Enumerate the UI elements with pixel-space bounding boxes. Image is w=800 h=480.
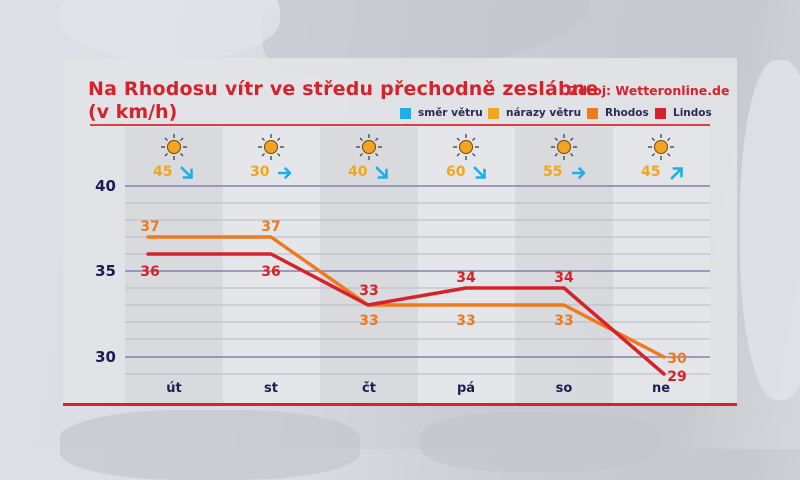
legend-item-rhodos: Rhodos xyxy=(587,107,649,119)
sun-icon xyxy=(134,134,214,164)
sun-icon xyxy=(329,134,409,164)
gust-value: 45 xyxy=(153,164,173,180)
legend-item-wind-gusts: nárazy větru xyxy=(488,107,581,119)
rhodos-value-labels: 37 37 33 33 33 30 xyxy=(140,219,687,367)
value-label: 34 xyxy=(554,270,574,286)
value-label: 37 xyxy=(140,219,159,235)
gust-value: 60 xyxy=(446,164,466,180)
line-chart: 37 37 33 33 33 30 36 36 33 34 34 29 xyxy=(125,185,710,385)
value-label: 36 xyxy=(261,264,280,280)
legend-item-wind-direction: směr větru xyxy=(400,107,483,119)
value-label: 33 xyxy=(359,283,378,299)
title-divider xyxy=(90,124,710,126)
value-label: 36 xyxy=(140,264,159,280)
bottom-divider xyxy=(63,403,737,406)
chart-title: Na Rhodosu vítr ve středu přechodně zesl… xyxy=(88,78,599,100)
sun-icon xyxy=(524,134,604,164)
arrow-right-icon xyxy=(278,167,292,179)
swatch-icon xyxy=(655,107,666,119)
value-label: 33 xyxy=(554,313,573,329)
major-gridlines xyxy=(125,185,710,358)
arrow-right-icon xyxy=(572,167,586,179)
map-background-shape xyxy=(740,60,800,400)
source-label: Zdroj: Wetteronline.de xyxy=(569,83,730,98)
sun-icon xyxy=(621,134,701,164)
value-label: 37 xyxy=(261,219,280,235)
value-label: 29 xyxy=(667,369,686,385)
arrow-down-right-icon xyxy=(180,166,193,179)
lindos-value-labels: 36 36 33 34 34 29 xyxy=(140,264,686,385)
gust-value: 30 xyxy=(250,164,270,180)
x-label-ct: čt xyxy=(362,381,376,396)
map-background-shape xyxy=(60,0,280,60)
legend-label: směr větru xyxy=(418,107,483,119)
x-label-so: so xyxy=(555,381,573,396)
x-label-st: st xyxy=(264,381,278,396)
series-line-lindos xyxy=(146,252,666,376)
swatch-icon xyxy=(400,107,411,119)
value-label: 30 xyxy=(667,351,687,367)
arrow-down-right-icon xyxy=(473,166,486,179)
value-label: 33 xyxy=(359,313,378,329)
chart-subtitle: (v km/h) xyxy=(88,101,178,123)
gust-value: 45 xyxy=(641,164,661,180)
sun-icon xyxy=(426,134,506,164)
value-label: 34 xyxy=(456,270,476,286)
series-line-rhodos xyxy=(146,235,666,359)
arrow-down-right-icon xyxy=(375,166,388,179)
x-label-pa: pá xyxy=(456,381,476,396)
gridlines xyxy=(125,202,710,375)
swatch-icon xyxy=(488,107,499,119)
swatch-icon xyxy=(587,107,598,119)
y-tick-30: 30 xyxy=(95,348,116,366)
x-label-ne: ne xyxy=(651,381,671,396)
y-tick-40: 40 xyxy=(95,177,116,195)
legend-item-lindos: Lindos xyxy=(655,107,712,119)
x-label-ut: út xyxy=(166,381,182,396)
sun-icon xyxy=(231,134,311,164)
legend-label: nárazy větru xyxy=(506,107,582,119)
gust-value: 55 xyxy=(543,164,563,180)
arrow-up-right-icon xyxy=(670,167,683,180)
legend-label: Lindos xyxy=(673,107,712,119)
legend-label: Rhodos xyxy=(605,107,649,119)
y-tick-35: 35 xyxy=(95,262,116,280)
gust-value: 40 xyxy=(348,164,368,180)
value-label: 33 xyxy=(456,313,475,329)
